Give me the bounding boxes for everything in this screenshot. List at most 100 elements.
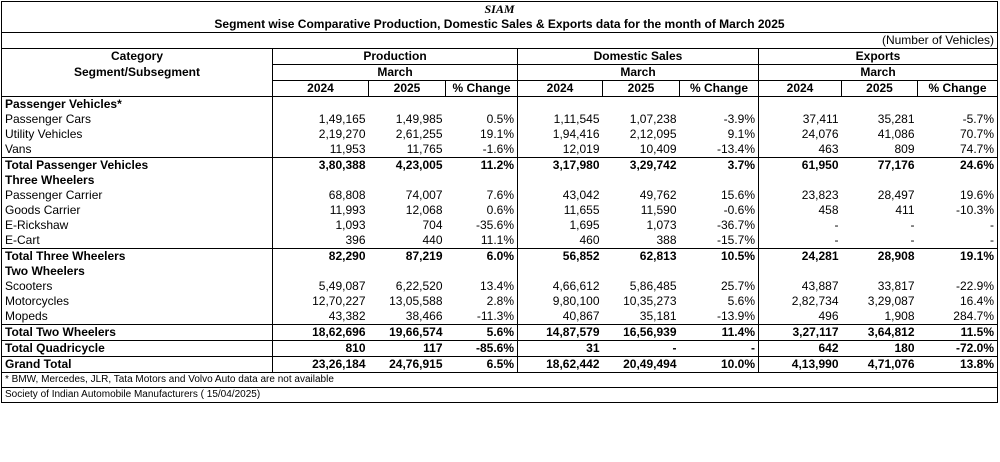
row-label: Total Passenger Vehicles [1, 157, 273, 173]
cell-value: 2,12,095 [629, 127, 677, 141]
cell-value: 5,86,485 [629, 279, 677, 293]
cell-value: 1,94,416 [552, 127, 600, 141]
cell-value: 28,497 [877, 188, 915, 202]
row-label: Goods Carrier [1, 203, 273, 218]
row-label: Passenger Carrier [1, 188, 273, 203]
cell-value: - [910, 218, 915, 232]
cell-value: - [602, 340, 680, 357]
cell-value: 396 [345, 233, 366, 247]
cell-value: 13.8% [917, 356, 998, 373]
cell-value: 41,086 [877, 127, 915, 141]
cell-value: 61,950 [758, 157, 842, 173]
cell-value: 74.7% [917, 142, 998, 158]
section-row: Three Wheelers [1, 173, 998, 188]
table-row: Scooters 5,49,087 6,22,520 13.4% 4,66,612 5,8… [1, 279, 998, 294]
cell-value: 24,281 [758, 248, 842, 264]
cell-value: 31 [517, 340, 603, 357]
cell-value: 68,808 [328, 188, 366, 202]
cell-value: 87,219 [368, 248, 446, 264]
cell-value: 460 [579, 233, 600, 247]
cell-value: 74,007 [405, 188, 443, 202]
cell-value: 1,093 [335, 218, 366, 232]
cell-value: 11,655 [563, 203, 600, 217]
cell-value: 411 [895, 203, 915, 217]
cell-value: 1,073 [646, 218, 677, 232]
cell-value: 284.7% [917, 309, 998, 325]
cell-value: 3,27,117 [758, 324, 842, 341]
production-header: Production [272, 48, 518, 65]
table-row: E-Cart 396 440 11.1% 460 388 -15.7% - - - [1, 233, 998, 249]
cell-value: 28,908 [841, 248, 918, 264]
row-label: E-Cart [1, 233, 273, 249]
cell-value: 16.4% [917, 294, 998, 309]
cell-value: 25.7% [679, 279, 759, 294]
cell-value: 15.6% [679, 188, 759, 203]
segment-header: Segment/Subsegment [1, 64, 273, 81]
cell-value: 388 [656, 233, 677, 247]
table-row: Mopeds 43,382 38,466 -11.3% 40,867 35,181 -13.… [1, 309, 998, 325]
cell-value: 2,61,255 [395, 127, 443, 141]
cell-value: 0.5% [445, 112, 518, 127]
cell-value: 3,29,742 [602, 157, 680, 173]
cell-value: 4,66,612 [552, 279, 600, 293]
row-label: Motorcycles [1, 294, 273, 309]
cell-value: -15.7% [679, 233, 759, 249]
cell-value: - [834, 233, 839, 247]
cell-value: 19,66,574 [368, 324, 446, 341]
cell-value: 10.0% [679, 356, 759, 373]
cell-value: 11,590 [640, 203, 677, 217]
cell-value: 9,80,100 [552, 294, 600, 308]
cell-value: 20,49,494 [602, 356, 680, 373]
cell-value: 23,26,184 [272, 356, 369, 373]
cell-value: 642 [758, 340, 842, 357]
cell-value: -85.6% [445, 340, 518, 357]
table-row: Utility Vehicles 2,19,270 2,61,255 19.1% 1,9… [1, 127, 998, 142]
cell-value: - [917, 233, 998, 249]
cell-value: 117 [368, 340, 446, 357]
cell-value: -13.4% [679, 142, 759, 158]
cell-value: 180 [841, 340, 918, 357]
cell-value: 38,466 [405, 309, 443, 323]
exports-year-2025: 2025 [841, 80, 918, 97]
cell-value: 49,762 [639, 188, 677, 202]
cell-value: 6.5% [445, 356, 518, 373]
exports-change-header: % Change [917, 80, 998, 97]
cell-value: 40,867 [562, 309, 600, 323]
cell-value: 11,993 [329, 203, 366, 217]
table-row: Vans 11,953 11,765 -1.6% 12,019 10,409 -13.4% 4… [1, 142, 998, 158]
cell-value: 3.7% [679, 157, 759, 173]
siam-data-table: SIAM Segment wise Comparative Production… [1, 1, 998, 403]
total-row: Total Three Wheelers 82,290 87,219 6.0% 56,8… [1, 248, 998, 264]
cell-value: 24.6% [917, 157, 998, 173]
source-line: Society of Indian Automobile Manufacture… [1, 387, 998, 403]
cell-value: 35,181 [639, 309, 677, 323]
cell-value: 496 [818, 309, 839, 323]
category-header: Category [1, 48, 273, 65]
total-row: Total Passenger Vehicles 3,80,388 4,23,005… [1, 157, 998, 173]
cell-value: 1,908 [884, 309, 915, 323]
row-label: Total Quadricycle [1, 340, 273, 357]
report-title: Segment wise Comparative Production, Dom… [1, 17, 998, 33]
total-row: Total Two Wheelers 18,62,696 19,66,574 5.6%… [1, 324, 998, 341]
cell-value: 704 [422, 218, 443, 232]
table-row: Passenger Carrier 68,808 74,007 7.6% 43,042 4… [1, 188, 998, 203]
row-label: Total Two Wheelers [1, 324, 273, 341]
cell-value: -72.0% [917, 340, 998, 357]
cell-value: 1,49,165 [318, 112, 366, 126]
row-label: Utility Vehicles [1, 127, 273, 142]
cell-value: - [910, 233, 915, 247]
section-label: Two Wheelers [1, 264, 273, 279]
cell-value: 43,382 [328, 309, 366, 323]
cell-value: 37,411 [802, 112, 839, 126]
cell-value: 11.4% [679, 324, 759, 341]
cell-value: 56,852 [517, 248, 603, 264]
cell-value: 13.4% [445, 279, 518, 294]
cell-value: 1,49,985 [395, 112, 443, 126]
cell-value: 10.5% [679, 248, 759, 264]
cell-value: 12,019 [562, 142, 600, 156]
domestic-sales-header: Domestic Sales [517, 48, 759, 65]
cell-value: 4,71,076 [841, 356, 918, 373]
cell-value: 5,49,087 [318, 279, 366, 293]
cell-value: 18,62,696 [272, 324, 369, 341]
cell-value: - [917, 218, 998, 233]
